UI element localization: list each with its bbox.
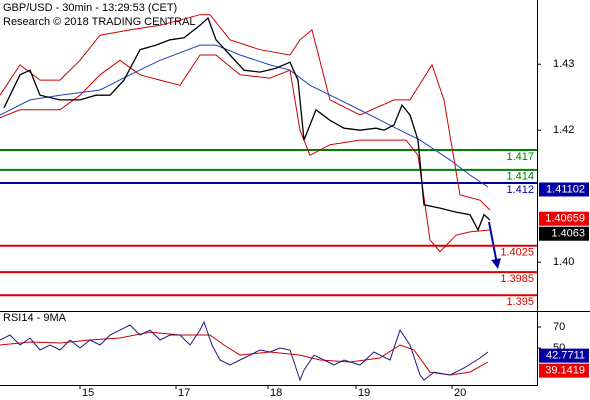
chart-subtitle: Research © 2018 TRADING CENTRAL — [3, 16, 196, 28]
price-box-label: 1.40659 — [545, 213, 585, 225]
x-tick-label: 19 — [358, 387, 370, 399]
x-tick-label: 17 — [178, 387, 190, 399]
y-tick-label: 1.40 — [553, 256, 574, 268]
forecast-arrow — [488, 221, 501, 269]
series-line — [0, 54, 491, 253]
level-label: 1.412 — [506, 184, 534, 196]
level-label: 1.395 — [506, 296, 534, 308]
price-box-label: 42.7711 — [546, 350, 585, 362]
price-box — [539, 182, 589, 197]
y-tick-label: 1.43 — [553, 58, 574, 70]
series-line — [3, 16, 491, 232]
price-box — [539, 363, 589, 378]
price-box-label: 1.4063 — [551, 228, 585, 240]
chart-title: GBP/USD - 30min - 13:29:53 (CET) — [3, 2, 177, 14]
x-tick-label: 18 — [270, 387, 282, 399]
price-box-label: 39.1419 — [545, 365, 585, 377]
series-line — [0, 14, 491, 211]
level-label: 1.4025 — [500, 247, 534, 259]
level-label: 1.3985 — [500, 273, 534, 285]
y-tick-label: 1.42 — [553, 124, 574, 136]
series-line — [0, 44, 489, 188]
x-tick-label: 20 — [454, 387, 466, 399]
series-line — [0, 320, 489, 382]
price-box — [539, 348, 589, 363]
y-tick-label: 70 — [553, 321, 565, 333]
rsi-title: RSI14 - 9MA — [3, 312, 67, 324]
x-tick-label: 15 — [82, 387, 94, 399]
price-box — [539, 211, 589, 226]
price-box — [539, 226, 589, 241]
level-label: 1.417 — [506, 151, 534, 163]
level-label: 1.414 — [506, 171, 534, 183]
price-box-label: 1.41102 — [546, 183, 585, 195]
